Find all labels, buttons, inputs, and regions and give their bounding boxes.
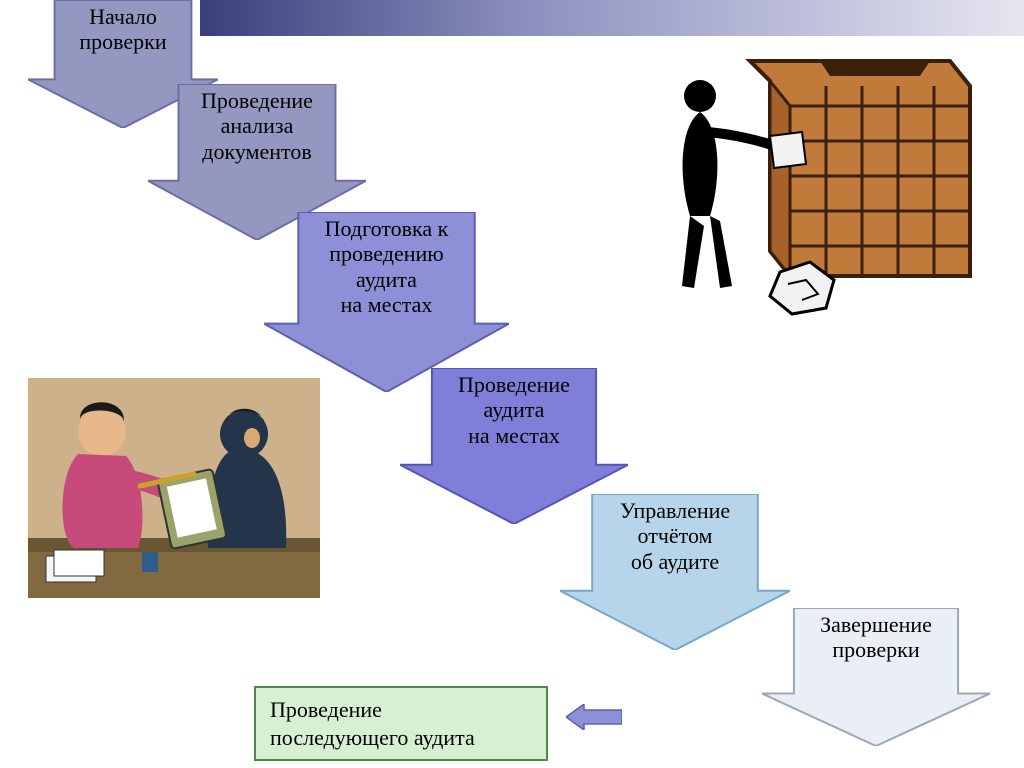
step-step6: Завершениепроверки (762, 608, 990, 746)
final-followup-box: Проведениепоследующего аудита (254, 686, 548, 761)
step-step5: Управлениеотчётомоб аудите (560, 494, 790, 650)
step-label: Проведениеанализадокументов (148, 84, 366, 164)
feedback-arrow-icon (566, 704, 622, 730)
step-step3: Подготовка кпроведениюаудитана местах (264, 212, 509, 392)
step-label: Проведениеаудитана местах (400, 368, 628, 448)
step-label: Подготовка кпроведениюаудитана местах (264, 212, 509, 317)
cabinet-clipart (620, 36, 980, 326)
step-label: Началопроверки (28, 0, 218, 55)
step-label: Завершениепроверки (762, 608, 990, 663)
meeting-clipart (28, 378, 320, 618)
step-label: Управлениеотчётомоб аудите (560, 494, 790, 574)
header-gradient (200, 0, 1024, 36)
final-followup-label: Проведениепоследующего аудита (270, 697, 475, 750)
